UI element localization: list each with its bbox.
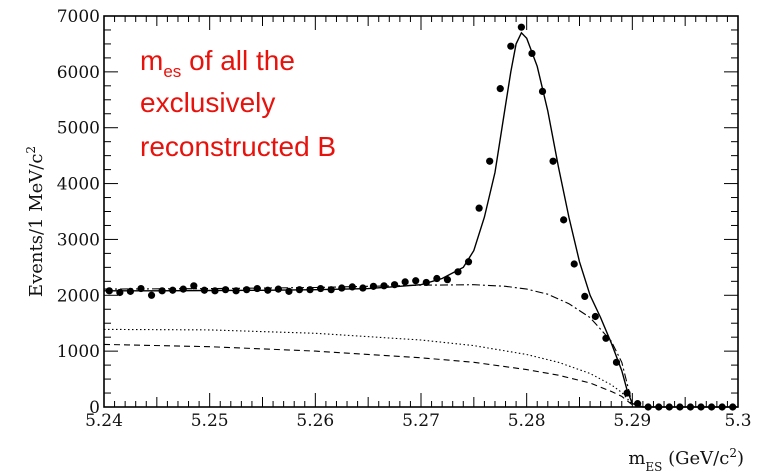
data-point — [634, 400, 642, 408]
data-point — [369, 282, 378, 290]
data-point — [623, 389, 631, 397]
data-point — [581, 292, 589, 301]
y-axis-title: Events/1 MeV/c2 — [24, 146, 47, 297]
data-point — [137, 284, 145, 293]
data-points — [105, 23, 737, 411]
data-point — [433, 274, 441, 283]
data-point — [158, 287, 166, 295]
data-point — [147, 291, 156, 299]
annotation-line-1-main: m — [140, 45, 163, 76]
curve-dotted — [103, 328, 633, 405]
data-point — [359, 284, 367, 292]
x-axis-title-unit-sup: 2 — [729, 446, 737, 460]
data-point — [264, 286, 272, 294]
data-point — [306, 286, 314, 294]
x-tick-label: 5.27 — [402, 411, 440, 431]
data-point — [126, 287, 135, 295]
data-point — [475, 204, 483, 212]
data-point — [612, 358, 621, 366]
data-point — [464, 258, 473, 266]
x-tick-label: 5.24 — [85, 411, 123, 431]
x-tick-label: 5.26 — [296, 411, 334, 431]
x-tick-label: 5.28 — [508, 411, 546, 431]
data-point — [538, 87, 547, 96]
y-tick-label: 2000 — [57, 286, 100, 306]
annotation-line-3: reconstructed B — [140, 131, 336, 162]
data-point — [390, 281, 399, 289]
data-point — [422, 278, 430, 287]
data-point — [295, 286, 304, 294]
x-axis-title-unit-pre: (GeV/c — [662, 448, 729, 469]
data-point — [560, 216, 568, 224]
y-tick-label: 3000 — [57, 230, 100, 250]
data-point — [285, 287, 293, 295]
y-tick-label: 0 — [89, 398, 100, 418]
x-tick-label: 5.29 — [613, 411, 651, 431]
data-point — [412, 277, 420, 285]
data-point — [517, 23, 525, 31]
data-point — [179, 285, 187, 293]
data-point — [602, 334, 610, 342]
y-tick-label: 6000 — [57, 63, 100, 83]
annotation-line-1-sub: es — [163, 62, 181, 81]
data-point — [211, 287, 219, 295]
x-axis-title-main: m — [628, 448, 645, 469]
data-point — [190, 282, 198, 290]
data-point — [221, 286, 230, 294]
data-point — [232, 287, 240, 295]
data-point — [507, 42, 515, 50]
data-point — [169, 286, 177, 294]
data-point — [116, 288, 124, 297]
tick-labels: 5.24 5.25 5.26 5.27 5.28 5.29 5.3 0 1000 2000 3000… — [57, 7, 752, 431]
y-tick-label: 1000 — [57, 342, 100, 362]
data-point — [380, 282, 388, 290]
data-point — [338, 284, 346, 292]
curve-solid — [104, 31, 738, 408]
data-point — [243, 286, 251, 294]
data-point — [496, 85, 504, 93]
x-axis-title-sub: ES — [645, 460, 662, 474]
data-point — [443, 276, 452, 284]
x-tick-label: 5.3 — [724, 411, 751, 431]
data-point — [570, 260, 578, 268]
y-tick-label: 7000 — [57, 7, 100, 27]
data-point — [274, 285, 282, 293]
data-point — [454, 268, 462, 276]
data-point — [528, 49, 536, 58]
data-point — [317, 284, 325, 293]
data-point — [591, 312, 599, 321]
annotation-line-2: exclusively — [140, 87, 275, 118]
data-point — [327, 286, 335, 294]
axis-ticks — [103, 15, 739, 408]
x-axis-title: mES (GeV/c2) — [628, 446, 744, 474]
y-axis-title-sup: 2 — [24, 146, 38, 154]
data-point — [486, 157, 494, 165]
annotation-line-1: mes of all the — [140, 45, 295, 81]
data-point — [549, 157, 557, 165]
y-axis-title-main: Events/1 MeV/c — [26, 154, 47, 298]
data-point — [105, 287, 113, 295]
y-tick-label: 5000 — [57, 119, 100, 139]
data-point — [253, 284, 261, 293]
y-tick-label: 4000 — [57, 175, 100, 195]
x-axis-title-unit-post: ) — [737, 448, 744, 469]
data-point — [348, 283, 356, 291]
annotation-line-1-rest: of all the — [181, 45, 295, 76]
x-tick-label: 5.25 — [191, 411, 229, 431]
data-point — [200, 286, 208, 294]
data-point — [401, 278, 409, 286]
curve-dashed — [103, 343, 633, 406]
